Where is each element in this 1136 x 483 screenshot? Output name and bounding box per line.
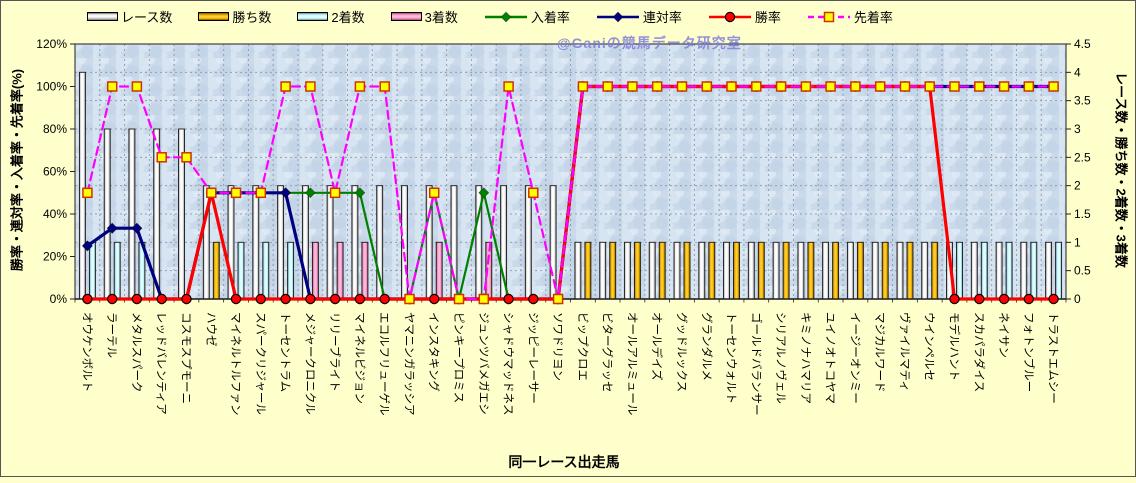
- svg-text:リリーブライト: リリーブライト: [328, 312, 342, 392]
- svg-text:1.5: 1.5: [1074, 207, 1091, 221]
- svg-text:20%: 20%: [43, 250, 67, 264]
- x-axis-line: [74, 298, 1067, 303]
- svg-text:60%: 60%: [43, 165, 67, 179]
- svg-text:トラストエムシー: トラストエムシー: [1047, 312, 1060, 404]
- line-ahead-rate: [82, 81, 1059, 305]
- right-axis-title: レース数・勝ち数・2着数・3着数: [1113, 72, 1129, 268]
- legend-label-ahead-rate: 先着率: [853, 10, 893, 25]
- legend-swatch-place-rate: [484, 11, 528, 23]
- svg-text:キミノナハマリア: キミノナハマリア: [799, 312, 812, 404]
- legend-item-thirds: 3着数: [390, 7, 458, 26]
- svg-text:シャドウマッドネス: シャドウマッドネス: [502, 312, 515, 416]
- svg-text:0: 0: [1074, 292, 1081, 306]
- legend-item-quinella-rate: 連対率: [596, 7, 682, 26]
- watermark: @Ganiの競馬データ研究室: [557, 35, 742, 51]
- legend-label-win-rate: 勝率: [754, 10, 781, 25]
- svg-text:ソワドリヨン: ソワドリヨン: [551, 312, 563, 381]
- legend-item-wins: 勝ち数: [198, 7, 271, 26]
- legend-item-seconds: 2着数: [297, 7, 365, 26]
- svg-text:コスモスプモーニ: コスモスプモーニ: [180, 312, 193, 404]
- right-axis-ticks: 0 0.5 1 1.5 2 2.5 3 3.5 4 4.5: [1066, 37, 1091, 306]
- svg-text:オウケンボルト: オウケンボルト: [80, 312, 93, 392]
- svg-text:2: 2: [1074, 179, 1081, 193]
- svg-text:80%: 80%: [43, 122, 67, 136]
- legend-swatch-win-rate: [708, 11, 752, 23]
- svg-text:メジャークロニクル: メジャークロニクル: [303, 312, 316, 415]
- svg-text:ビターグラッセ: ビターグラッセ: [601, 312, 615, 393]
- svg-text:グッドルックス: グッドルックス: [675, 312, 689, 392]
- svg-text:マイネルトルファン: マイネルトルファン: [229, 312, 242, 416]
- svg-text:ジッピーレーサー: ジッピーレーサー: [526, 312, 539, 404]
- svg-text:120%: 120%: [36, 37, 67, 51]
- svg-text:4: 4: [1074, 65, 1081, 79]
- svg-text:4.5: 4.5: [1074, 37, 1091, 51]
- svg-text:モデルハント: モデルハント: [948, 312, 962, 381]
- bars-seconds: [88, 241, 1063, 300]
- legend-swatch-wins: [198, 12, 230, 21]
- svg-text:メタルスパーク: メタルスパーク: [130, 312, 143, 393]
- legend-label-place-rate: 入着率: [530, 10, 570, 25]
- legend-item-place-rate: 入着率: [484, 7, 570, 26]
- svg-text:3.5: 3.5: [1074, 94, 1091, 108]
- legend-item-ahead-rate: 先着率: [807, 7, 893, 26]
- x-axis-title: 同一レース出走馬: [508, 454, 620, 470]
- svg-text:ユイノオトコヤマ: ユイノオトコヤマ: [824, 312, 837, 404]
- svg-text:ゴールドバランサー: ゴールドバランサー: [749, 312, 763, 416]
- legend-swatch-thirds: [390, 12, 422, 21]
- legend-label-wins: 勝ち数: [232, 10, 272, 25]
- svg-text:ラーテル: ラーテル: [105, 312, 117, 358]
- legend-label-races: レース数: [121, 10, 173, 25]
- svg-text:レッドバレンティア: レッドバレンティア: [155, 312, 168, 415]
- legend-item-races: レース数: [87, 7, 172, 26]
- legend-item-win-rate: 勝率: [708, 7, 781, 26]
- left-axis-title: 勝率・連対率・入着率・先着率(%): [9, 68, 25, 272]
- svg-text:マジカルワード: マジカルワード: [873, 312, 886, 393]
- svg-text:トーセントラム: トーセントラム: [279, 312, 292, 392]
- legend-label-seconds: 2着数: [331, 10, 365, 25]
- legend-swatch-ahead-rate: [807, 11, 851, 23]
- svg-text:グランダルメ: グランダルメ: [700, 312, 714, 381]
- svg-text:100%: 100%: [36, 80, 67, 94]
- svg-text:0.5: 0.5: [1074, 264, 1091, 278]
- svg-text:エコルフリューゲル: エコルフリューゲル: [378, 312, 391, 416]
- svg-text:ピンキープロミス: ピンキープロミス: [452, 312, 465, 403]
- svg-text:ジュンツバメガエシ: ジュンツバメガエシ: [477, 312, 490, 415]
- x-axis-labels: オウケンボルト ラーテル メタルスパーク レッドバレンティア コスモスプモーニ ハウゼ マイ…: [80, 312, 1059, 416]
- svg-text:ハウゼ: ハウゼ: [204, 312, 217, 347]
- svg-text:ウインペルセ: ウインペルセ: [923, 312, 936, 381]
- svg-text:スパークリジャール: スパークリジャール: [254, 312, 267, 415]
- svg-text:インスタキング: インスタキング: [427, 312, 441, 392]
- legend-label-quinella-rate: 連対率: [642, 10, 682, 25]
- svg-text:ネイサン: ネイサン: [997, 312, 1010, 358]
- bars-thirds: [311, 241, 493, 300]
- svg-text:0%: 0%: [50, 292, 68, 306]
- svg-text:ヴァイルマティ: ヴァイルマティ: [898, 312, 912, 392]
- svg-text:シリアルノヴェル: シリアルノヴェル: [774, 312, 788, 404]
- svg-text:イージーオンミー: イージーオンミー: [848, 312, 861, 404]
- svg-text:40%: 40%: [43, 207, 67, 221]
- svg-text:オールアルミュール: オールアルミュール: [625, 312, 638, 415]
- left-axis-ticks: 0% 20% 40% 60% 80% 100% 120%: [36, 37, 75, 306]
- svg-text:マイネルビジョン: マイネルビジョン: [353, 312, 366, 404]
- svg-text:ビップクロエ: ビップクロエ: [576, 312, 589, 381]
- legend-swatch-races: [87, 12, 118, 21]
- legend-swatch-quinella-rate: [596, 11, 640, 23]
- svg-text:ヤマニンガラッシア: ヤマニンガラッシア: [403, 312, 416, 416]
- legend-label-thirds: 3着数: [424, 10, 458, 25]
- svg-text:2.5: 2.5: [1074, 150, 1091, 164]
- svg-text:トーセンウォルト: トーセンウォルト: [725, 312, 738, 404]
- legend-swatch-seconds: [297, 12, 329, 21]
- svg-text:1: 1: [1074, 235, 1081, 249]
- svg-text:スカパラダイス: スカパラダイス: [972, 312, 986, 392]
- bars-wins: [212, 241, 939, 300]
- svg-text:フォトンブルー: フォトンブルー: [1022, 312, 1036, 392]
- svg-text:3: 3: [1074, 122, 1081, 136]
- svg-text:オールデイズ: オールデイズ: [650, 312, 664, 381]
- chart-legend: レース数 勝ち数 2着数 3着数 入着率 連対率 勝率 先着率: [87, 7, 893, 26]
